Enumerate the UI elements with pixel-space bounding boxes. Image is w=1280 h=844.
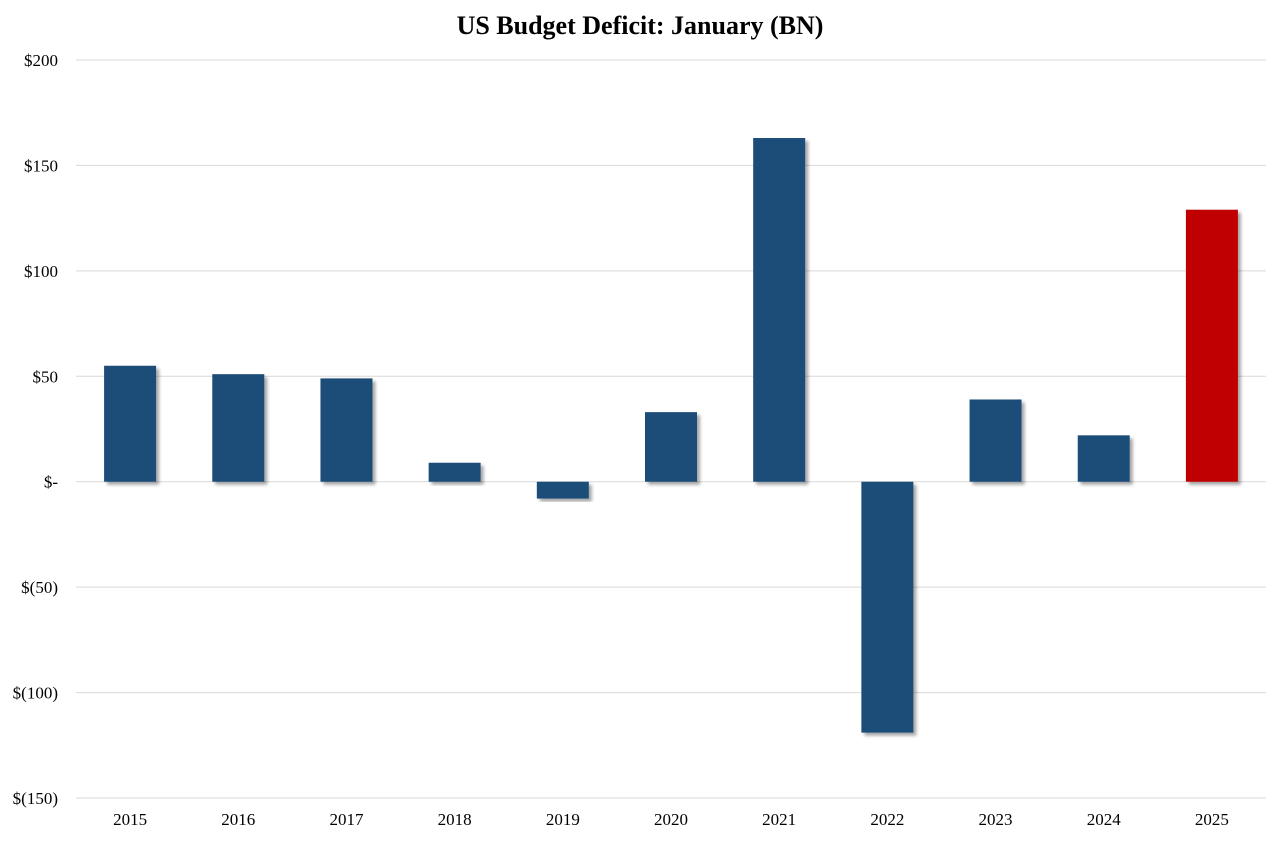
x-tick-label: 2023 — [979, 810, 1013, 829]
bar-2021 — [753, 138, 806, 482]
bar-2023 — [969, 399, 1022, 482]
bars — [104, 138, 1238, 733]
x-axis-ticks: 2015 2016 2017 2018 2019 2020 2021 2022 2023 2024… — [113, 810, 1229, 829]
bar-2024 — [1077, 435, 1130, 482]
x-tick-label: 2016 — [221, 810, 255, 829]
y-tick-label: $- — [44, 473, 59, 492]
x-tick-label: 2015 — [113, 810, 147, 829]
bar-2025 — [1185, 209, 1238, 482]
y-tick-label: $100 — [24, 262, 58, 281]
x-tick-label: 2017 — [329, 810, 364, 829]
bar-2015 — [104, 365, 157, 482]
y-axis-ticks: $200 $150 $100 $50 $- $(50) $(100) $(150) — [13, 51, 59, 808]
x-tick-label: 2024 — [1087, 810, 1122, 829]
bar-2022 — [861, 481, 914, 733]
y-tick-label: $(150) — [13, 789, 58, 808]
bar-2018 — [428, 462, 481, 482]
chart-title: US Budget Deficit: January (BN) — [457, 11, 824, 40]
x-tick-label: 2025 — [1195, 810, 1229, 829]
bar-2019 — [536, 481, 589, 499]
bar-2020 — [645, 412, 697, 482]
y-tick-label: $(100) — [13, 684, 58, 703]
bar-2016 — [212, 374, 265, 482]
x-tick-label: 2022 — [870, 810, 904, 829]
y-tick-label: $50 — [33, 367, 59, 386]
y-tick-label: $200 — [24, 51, 58, 70]
y-tick-label: $150 — [24, 156, 58, 175]
y-tick-label: $(50) — [21, 578, 58, 597]
x-tick-label: 2021 — [762, 810, 796, 829]
x-tick-label: 2019 — [546, 810, 580, 829]
x-tick-label: 2020 — [654, 810, 688, 829]
bar-2017 — [320, 378, 373, 482]
x-tick-label: 2018 — [438, 810, 472, 829]
